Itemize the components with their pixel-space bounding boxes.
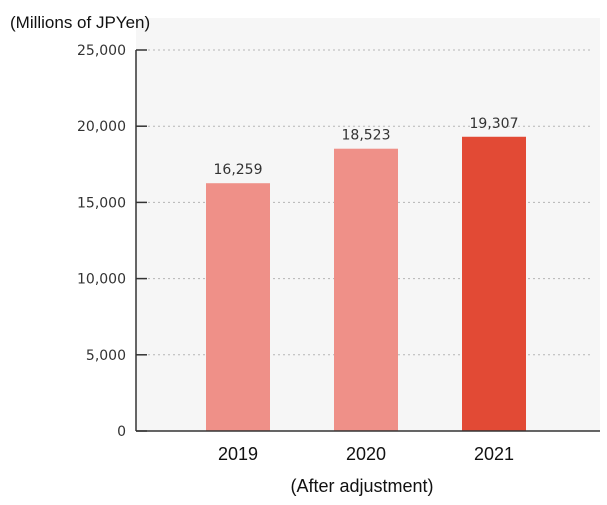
data-label-2021: 19,307 [470,116,519,132]
y-tick-label: 25,000 [77,43,126,59]
data-label-2020: 18,523 [342,128,391,144]
category-label-2019: 2019 [218,444,258,464]
bar-2020 [334,148,398,431]
y-tick-label: 10,000 [77,272,126,288]
y-tick-label: 15,000 [77,195,126,211]
y-ticks: 0 5,000 10,000 15,000 20,000 25,000 [77,43,147,440]
bar-2019 [206,183,270,431]
data-label-2019: 16,259 [214,162,263,178]
bar-2021 [462,136,526,431]
y-tick-label: 0 [117,424,126,440]
y-tick-label: 5,000 [86,348,126,364]
unit-label: (Millions of JPYen) [10,13,150,32]
category-label-2020: 2020 [346,444,386,464]
data-labels: 16,259 18,523 19,307 [214,116,519,178]
bars [206,136,526,431]
y-tick-label: 20,000 [77,119,126,135]
category-labels: 2019 2020 2021 [218,444,514,464]
category-label-2021: 2021 [474,444,514,464]
adjustment-note: (After adjustment) [290,476,433,496]
